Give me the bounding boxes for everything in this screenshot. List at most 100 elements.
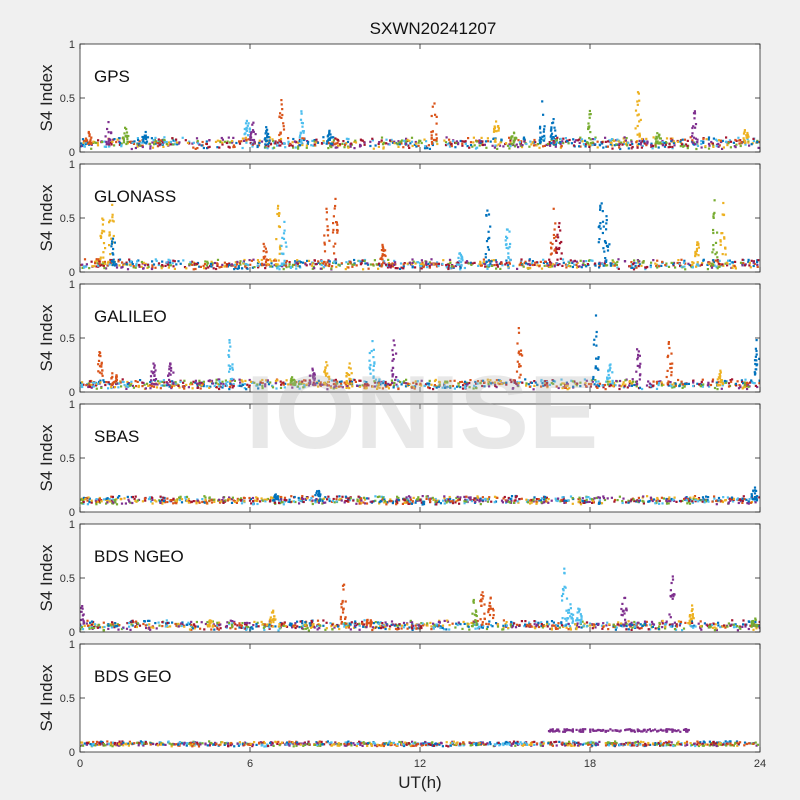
data-point — [157, 380, 160, 383]
data-point — [335, 500, 338, 503]
data-point — [478, 141, 481, 144]
data-point — [589, 497, 592, 500]
data-point — [738, 498, 741, 501]
data-point — [553, 249, 556, 252]
data-point — [593, 383, 596, 386]
data-point — [647, 500, 650, 503]
data-point — [684, 268, 687, 271]
data-point — [340, 262, 343, 265]
data-point — [158, 624, 161, 627]
data-point — [264, 260, 268, 264]
data-point — [479, 497, 482, 500]
data-point — [633, 500, 636, 503]
data-point — [326, 135, 329, 138]
data-point — [229, 141, 232, 144]
data-point — [372, 500, 375, 503]
data-point — [288, 261, 291, 264]
data-point — [369, 500, 372, 503]
data-point — [623, 260, 627, 263]
data-point — [396, 385, 399, 388]
data-point — [611, 384, 614, 387]
data-point — [216, 623, 219, 626]
data-point — [596, 367, 599, 370]
data-point — [98, 354, 101, 357]
data-point — [297, 141, 300, 144]
data-point — [328, 130, 331, 133]
data-point — [533, 380, 536, 383]
data-point — [323, 250, 327, 253]
data-point — [382, 141, 386, 144]
data-point — [731, 261, 734, 264]
data-point — [712, 248, 715, 251]
data-point — [345, 142, 348, 145]
data-point — [393, 381, 396, 384]
data-point — [564, 386, 567, 389]
data-point — [632, 498, 635, 501]
data-point — [498, 144, 502, 147]
data-point — [554, 134, 557, 137]
data-point — [243, 500, 246, 503]
data-point — [607, 373, 610, 377]
data-point — [679, 622, 682, 625]
data-point — [441, 262, 444, 265]
data-point — [336, 229, 339, 232]
data-point — [323, 381, 326, 385]
data-point — [296, 385, 300, 388]
data-point — [290, 377, 293, 380]
data-point — [344, 499, 347, 503]
data-point — [370, 350, 373, 353]
data-point — [140, 260, 143, 264]
data-point — [276, 212, 279, 216]
data-point — [312, 374, 315, 377]
data-point — [88, 624, 91, 627]
data-point — [649, 266, 652, 269]
data-point — [672, 498, 675, 501]
data-point — [230, 379, 233, 382]
data-point — [234, 266, 237, 269]
data-point — [313, 384, 316, 387]
data-point — [105, 502, 108, 505]
data-point — [655, 142, 659, 145]
data-point — [621, 383, 624, 386]
data-point — [374, 499, 377, 502]
data-point — [599, 206, 602, 209]
data-point — [670, 366, 673, 369]
data-point — [602, 386, 605, 389]
data-point — [692, 496, 695, 499]
data-point — [721, 381, 724, 384]
data-point — [512, 141, 515, 144]
data-point — [666, 355, 669, 359]
data-point — [665, 502, 669, 505]
data-point — [94, 381, 97, 384]
data-point — [103, 267, 106, 270]
data-point — [243, 139, 246, 142]
data-point — [615, 143, 618, 146]
data-point — [697, 243, 700, 246]
data-point — [124, 263, 127, 266]
data-point — [107, 140, 110, 143]
data-point — [160, 267, 163, 270]
data-point — [756, 385, 759, 389]
data-point — [278, 623, 281, 626]
data-point — [372, 364, 375, 367]
data-point — [414, 385, 417, 388]
data-point — [512, 264, 515, 267]
data-point — [658, 265, 661, 268]
data-point — [595, 344, 598, 347]
data-point — [95, 503, 98, 506]
data-point — [578, 138, 581, 141]
data-point — [384, 254, 387, 258]
data-point — [80, 385, 83, 388]
data-point — [436, 501, 439, 504]
data-point — [104, 145, 108, 148]
data-point — [237, 384, 240, 387]
data-point — [281, 142, 284, 145]
data-point — [327, 384, 330, 387]
data-point — [396, 379, 399, 382]
data-point — [628, 382, 631, 385]
data-point — [103, 140, 106, 143]
data-point — [481, 140, 484, 143]
data-point — [173, 267, 176, 270]
data-point — [245, 626, 248, 629]
data-point — [199, 387, 202, 390]
